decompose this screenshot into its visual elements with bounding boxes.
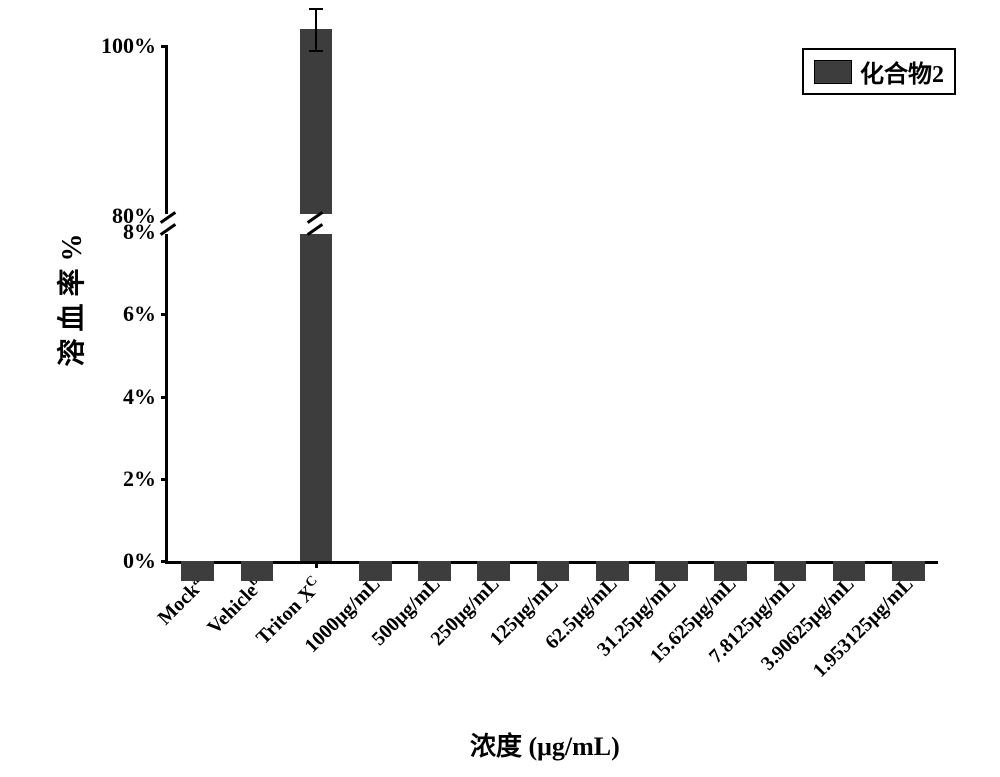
bar-upper <box>300 29 333 216</box>
bar <box>359 561 392 581</box>
y-tick-label: 4% <box>123 384 156 410</box>
bar-lower <box>300 232 333 561</box>
bar <box>596 561 629 581</box>
axis-break <box>158 214 178 234</box>
error-cap <box>309 8 323 10</box>
x-tick <box>315 561 318 568</box>
y-tick <box>161 478 168 481</box>
bar <box>774 561 807 581</box>
y-tick <box>161 313 168 316</box>
y-tick-label: 0% <box>123 548 156 574</box>
y-tick <box>161 396 168 399</box>
x-axis-title-text: 浓度 (μg/mL) <box>470 732 620 761</box>
y-tick-label: 100% <box>101 33 156 59</box>
y-tick-label: 6% <box>123 301 156 327</box>
bar <box>241 561 274 581</box>
x-axis-title: 浓度 (μg/mL) <box>470 726 620 763</box>
legend-swatch <box>814 60 852 84</box>
y-tick <box>161 45 168 48</box>
bar-break <box>296 214 337 234</box>
error-cap <box>309 50 323 52</box>
y-tick <box>161 560 168 563</box>
chart-container: 溶 血 率 % 0%2%4%6%8%80%100%MockaVehiclebTr… <box>0 0 1000 777</box>
legend-label: 化合物2 <box>860 54 944 89</box>
error-bar <box>315 8 317 51</box>
bar <box>892 561 925 581</box>
bar <box>655 561 688 581</box>
bar <box>537 561 570 581</box>
y-axis-title-text: 溶 血 率 % <box>57 234 88 367</box>
legend: 化合物2 <box>802 48 956 95</box>
bar <box>418 561 451 581</box>
bar <box>714 561 747 581</box>
bar <box>833 561 866 581</box>
bar <box>477 561 510 581</box>
y-tick-label: 2% <box>123 466 156 492</box>
y-axis-title: 溶 血 率 % <box>50 170 90 430</box>
bar <box>181 561 214 581</box>
y-tick-label: 80% <box>112 203 156 229</box>
plot-area: 0%2%4%6%8%80%100%MockaVehiclebTriton XC1… <box>165 46 938 564</box>
x-tick-label: Mocka <box>152 573 209 630</box>
